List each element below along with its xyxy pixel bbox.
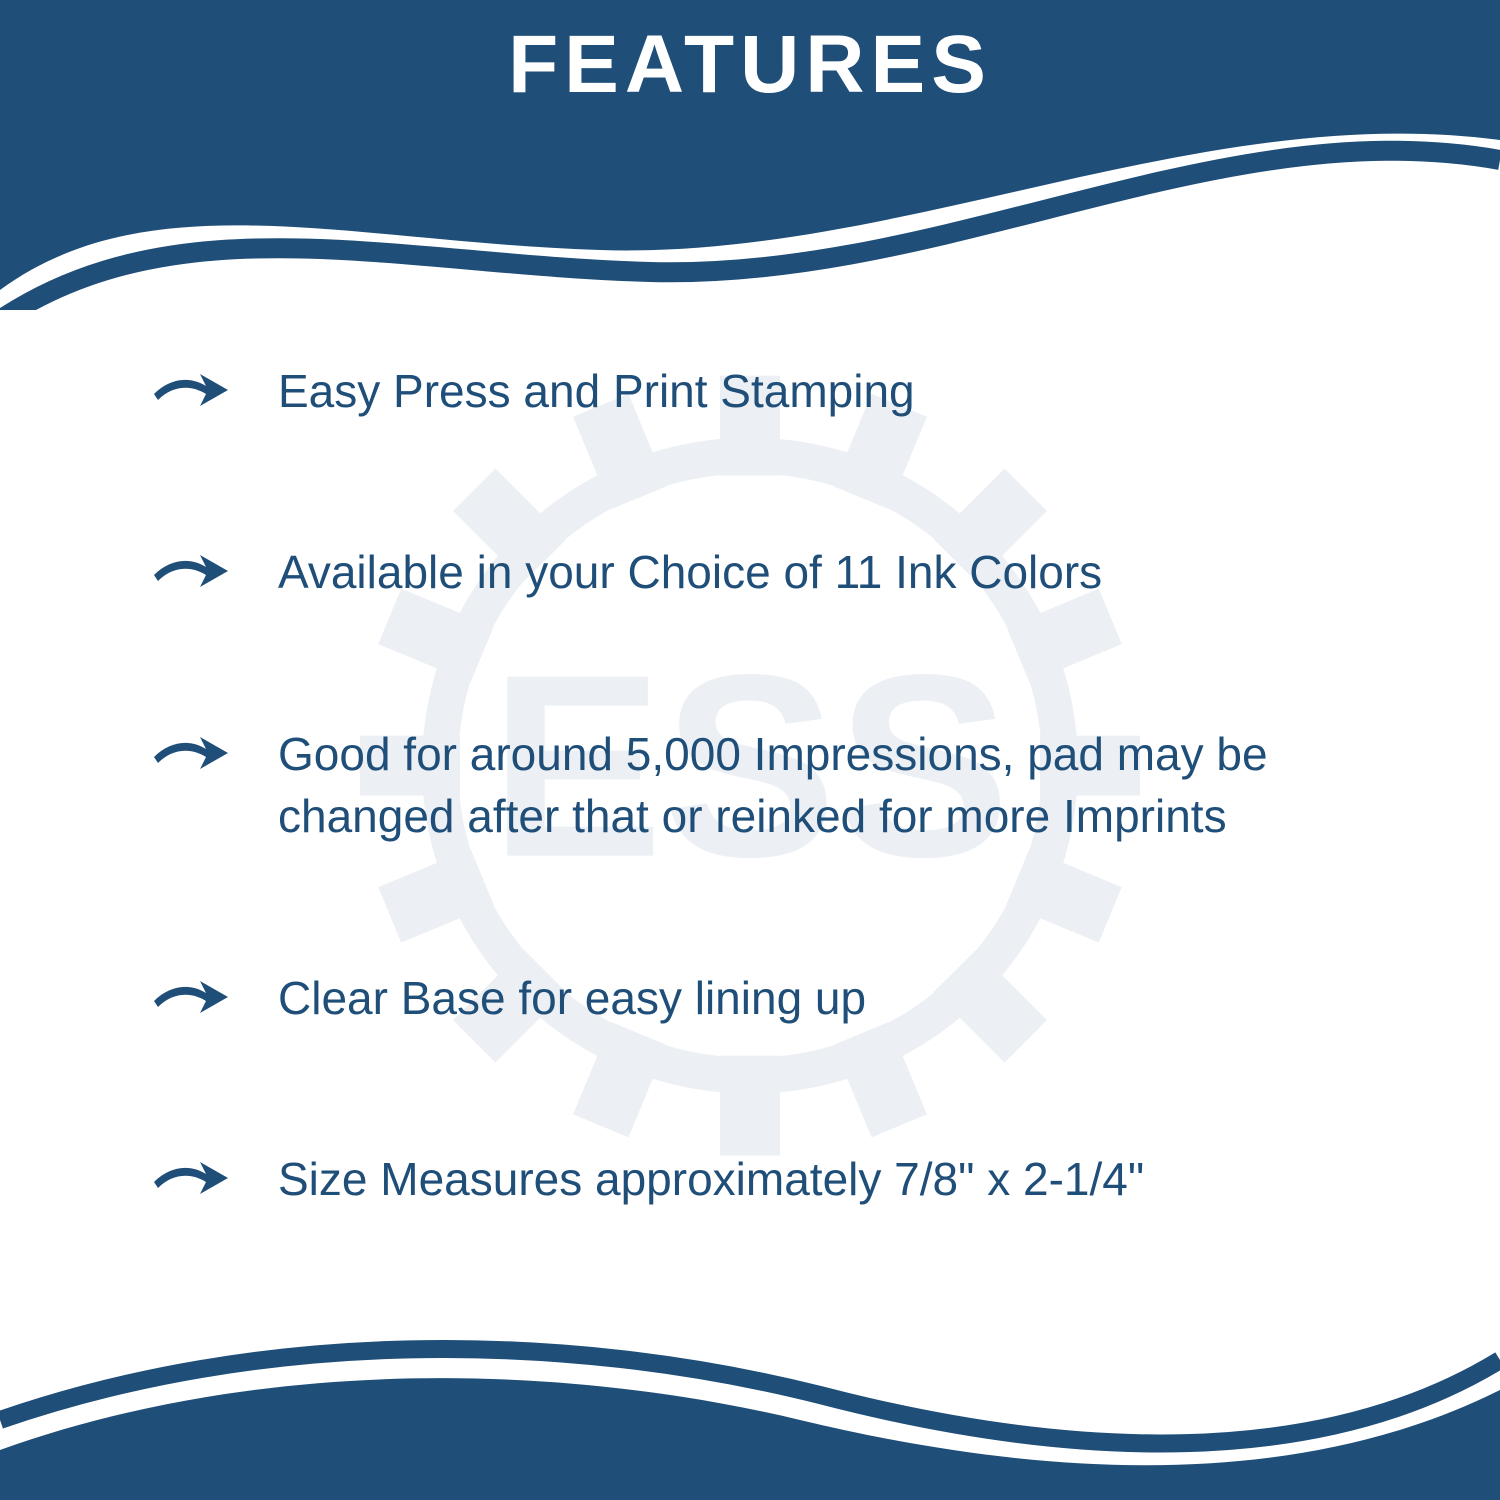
page-title: FEATURES <box>0 18 1500 112</box>
footer-wave <box>0 1300 1500 1500</box>
feature-text: Size Measures approximately 7/8" x 2-1/4… <box>278 1148 1144 1210</box>
feature-item: Size Measures approximately 7/8" x 2-1/4… <box>150 1148 1380 1210</box>
arrow-icon <box>150 1148 230 1207</box>
feature-item: Available in your Choice of 11 Ink Color… <box>150 541 1380 603</box>
feature-text: Available in your Choice of 11 Ink Color… <box>278 541 1102 603</box>
feature-text: Easy Press and Print Stamping <box>278 360 915 422</box>
feature-text: Good for around 5,000 Impressions, pad m… <box>278 723 1380 847</box>
feature-item: Clear Base for easy lining up <box>150 967 1380 1029</box>
feature-text: Clear Base for easy lining up <box>278 967 866 1029</box>
feature-item: Easy Press and Print Stamping <box>150 360 1380 422</box>
infographic-container: ESS FEATURES Easy Press and Print Stampi… <box>0 0 1500 1500</box>
arrow-icon <box>150 967 230 1026</box>
feature-list: Easy Press and Print Stamping Available … <box>150 300 1380 1270</box>
arrow-icon <box>150 723 230 782</box>
arrow-icon <box>150 541 230 600</box>
feature-item: Good for around 5,000 Impressions, pad m… <box>150 723 1380 847</box>
arrow-icon <box>150 360 230 419</box>
